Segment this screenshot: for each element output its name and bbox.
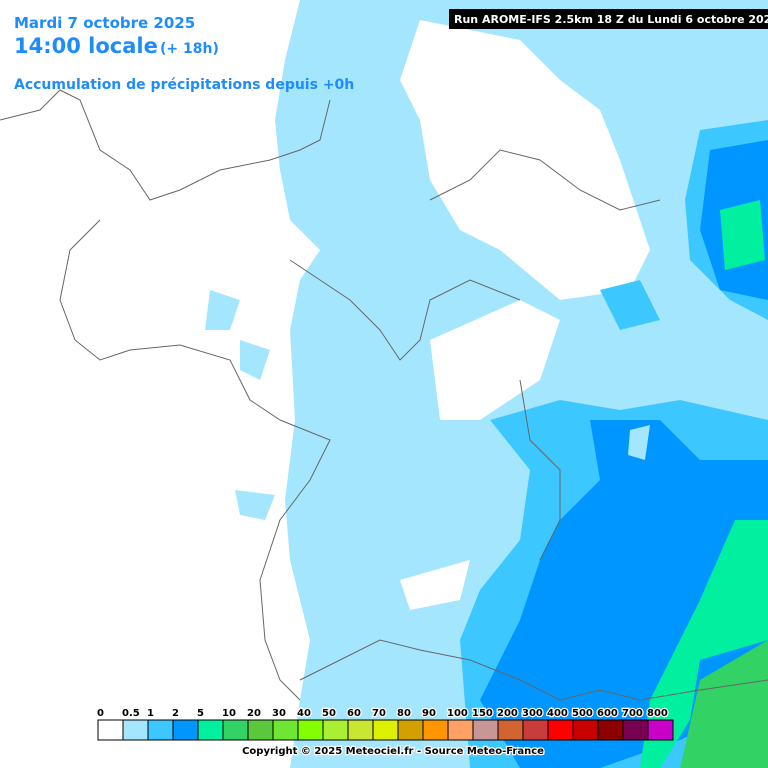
legend-label: 300 <box>522 708 543 719</box>
legend-swatch <box>97 719 124 741</box>
legend-label: 70 <box>372 708 386 719</box>
legend-swatch <box>347 719 374 741</box>
legend-swatch <box>322 719 349 741</box>
legend-label: 40 <box>297 708 311 719</box>
legend-swatch <box>297 719 324 741</box>
legend-swatch <box>472 719 499 741</box>
legend-label: 200 <box>497 708 518 719</box>
legend-swatch <box>447 719 474 741</box>
legend-swatch <box>397 719 424 741</box>
legend-swatch <box>597 719 624 741</box>
borders <box>0 89 768 701</box>
product-title: Accumulation de précipitations depuis +0… <box>14 77 354 93</box>
run-box <box>449 9 768 29</box>
legend-label: 20 <box>247 708 261 719</box>
legend-label: 800 <box>647 708 668 719</box>
time-title: 14:00 locale <box>14 34 158 58</box>
lead-time: (+ 18h) <box>160 41 219 57</box>
legend-label: 600 <box>597 708 618 719</box>
legend-label: 2 <box>172 708 179 719</box>
legend-label: 0 <box>97 708 104 719</box>
legend-label: 10 <box>222 708 236 719</box>
legend-swatch <box>622 719 649 741</box>
legend-swatch <box>372 719 399 741</box>
legend-swatch <box>247 719 274 741</box>
legend-swatch <box>497 719 524 741</box>
legend-label: 400 <box>547 708 568 719</box>
legend-label: 90 <box>422 708 436 719</box>
legend: 0 0.5 1 2 5 10 20 30 40 50 60 70 80 90 100 150 200 300 400… <box>96 707 674 741</box>
precipitation-field <box>205 0 768 768</box>
legend-label: 30 <box>272 708 286 719</box>
legend-swatch <box>197 719 224 741</box>
legend-swatch <box>547 719 574 741</box>
run-info: Run AROME-IFS 2.5km 18 Z du Lundi 6 octo… <box>454 13 768 26</box>
date-title: Mardi 7 octobre 2025 <box>14 14 195 32</box>
legend-label: 60 <box>347 708 361 719</box>
legend-label: 80 <box>397 708 411 719</box>
legend-swatch <box>522 719 549 741</box>
copyright: Copyright © 2025 Meteociel.fr - Source M… <box>242 746 544 757</box>
legend-label: 50 <box>322 708 336 719</box>
legend-swatch <box>422 719 449 741</box>
legend-label: 1 <box>147 708 154 719</box>
legend-swatch <box>172 719 199 741</box>
legend-swatch <box>272 719 299 741</box>
legend-label: 500 <box>572 708 593 719</box>
legend-label: 700 <box>622 708 643 719</box>
legend-label: 0.5 <box>122 708 140 719</box>
legend-swatch <box>572 719 599 741</box>
legend-label: 100 <box>447 708 468 719</box>
legend-swatch <box>122 719 149 741</box>
legend-label: 150 <box>472 708 493 719</box>
legend-swatch <box>147 719 174 741</box>
legend-label: 5 <box>197 708 204 719</box>
legend-swatch <box>647 719 674 741</box>
legend-swatch <box>222 719 249 741</box>
